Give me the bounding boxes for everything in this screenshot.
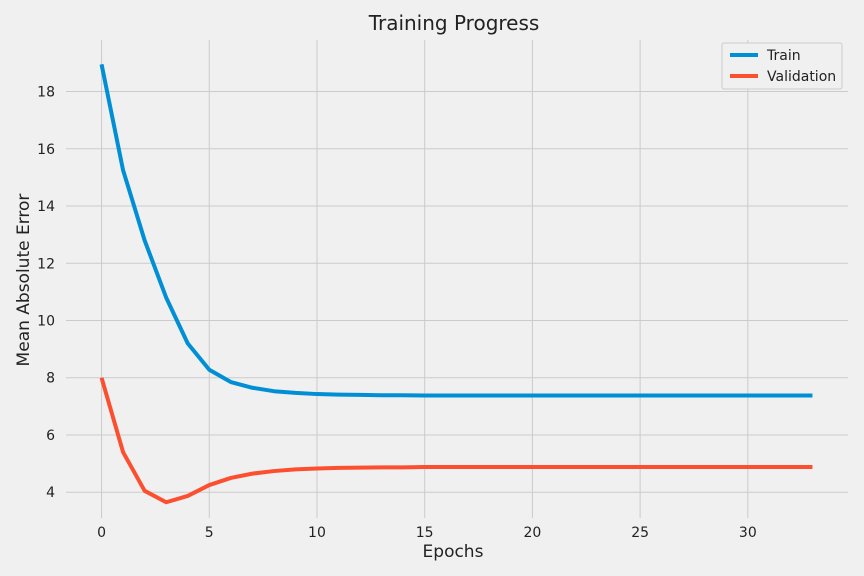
y-tick-label: 6 [46,428,55,444]
y-axis-label: Mean Absolute Error [14,194,34,367]
x-tick-label: 10 [308,525,326,541]
y-tick-label: 16 [37,142,55,158]
chart-title: Training Progress [368,11,540,35]
series-lines [99,63,813,505]
x-gridlines [101,40,749,518]
y-tick-label: 18 [37,85,55,101]
legend-label-train: Train [766,48,801,64]
x-tick-label: 5 [205,525,214,541]
y-gridlines [66,91,848,493]
y-tick-label: 14 [37,199,55,215]
x-tick-label: 15 [416,525,434,541]
y-tick-label: 12 [37,256,55,272]
y-tick-labels: 4 6 8 10 12 14 16 18 [37,85,55,502]
y-tick-label: 10 [37,314,55,330]
series-line-train [99,63,813,398]
legend: Train Validation [721,42,843,90]
legend-label-validation: Validation [767,69,836,85]
y-tick-label: 8 [46,371,55,387]
x-tick-label: 25 [631,525,649,541]
x-axis-label: Epochs [423,542,484,562]
y-tick-label: 4 [46,485,55,501]
x-tick-label: 0 [97,525,106,541]
x-tick-label: 30 [739,525,757,541]
x-tick-label: 20 [523,525,541,541]
x-tick-labels: 0 5 10 15 20 25 30 [97,525,757,541]
series-line-validation [99,377,813,505]
